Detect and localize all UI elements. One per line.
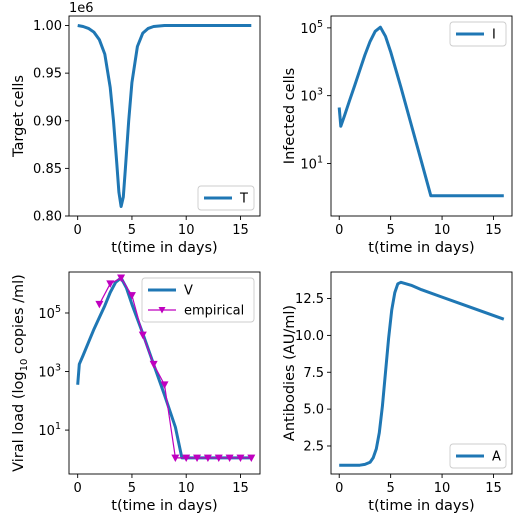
y-tick-label: 7.5 xyxy=(303,366,324,381)
series-line-A xyxy=(339,280,505,467)
legend: I xyxy=(449,21,507,47)
series-line-I xyxy=(337,25,504,198)
data-point-empirical xyxy=(149,360,158,369)
x-tick-label: 10 xyxy=(178,481,195,496)
data-point-empirical xyxy=(225,454,234,463)
data-point-empirical xyxy=(117,274,126,282)
y-tick-label: 5.0 xyxy=(303,403,324,418)
data-point-empirical xyxy=(193,454,202,463)
x-tick-label: 5 xyxy=(128,481,136,496)
y-axis-label: Target cells xyxy=(11,75,27,158)
y-tick-label: 101 xyxy=(38,421,61,439)
axes-frame xyxy=(68,271,261,475)
x-tick-label: 0 xyxy=(74,223,82,238)
y-tick-label: 0.95 xyxy=(33,67,62,82)
data-point-empirical xyxy=(182,454,191,463)
panel-viral: 0 5 10 15 101 103 105 t(time in days) Viral load… xyxy=(11,271,261,514)
legend: A xyxy=(449,443,507,469)
y-tick-label: 101 xyxy=(300,154,323,172)
data-point-empirical xyxy=(203,454,212,463)
y-tick-label: 103 xyxy=(38,363,61,381)
data-point-empirical xyxy=(171,454,180,463)
x-tick-label: 15 xyxy=(232,223,249,238)
series-line-T xyxy=(77,24,252,208)
x-axis-label: t(time in days) xyxy=(368,498,474,514)
axes-frame xyxy=(330,15,513,217)
data-point-empirical xyxy=(236,454,245,463)
offset-text: 1e6 xyxy=(69,1,94,16)
y-tick-label: 12.5 xyxy=(295,292,324,307)
x-tick-label: 5 xyxy=(387,223,395,238)
x-tick-label: 15 xyxy=(232,481,249,496)
data-point-empirical xyxy=(138,331,147,340)
x-tick-label: 0 xyxy=(335,481,343,496)
x-tick-label: 10 xyxy=(434,223,451,238)
y-axis-label: Infected cells xyxy=(282,68,298,164)
x-tick-label: 5 xyxy=(387,481,395,496)
data-point-empirical xyxy=(127,292,136,300)
y-tick-label: 0.90 xyxy=(33,114,62,129)
legend-marker-empirical xyxy=(158,307,166,314)
data-point-empirical xyxy=(106,280,115,288)
x-axis-label: t(time in days) xyxy=(368,240,474,256)
legend-label: A xyxy=(492,450,501,465)
data-point-empirical xyxy=(214,454,223,463)
legend-label: empirical xyxy=(184,304,244,319)
x-tick-label: 5 xyxy=(128,223,136,238)
y-tick-label: 1.00 xyxy=(33,19,62,34)
panel-antibodies: 0 5 10 15 2.5 5.0 7.5 10.0 12.5 t(time in days) An… xyxy=(282,271,513,514)
x-tick-label: 10 xyxy=(178,223,195,238)
x-tick-label: 0 xyxy=(335,223,343,238)
y-tick-label: 105 xyxy=(38,304,61,322)
y-tick-label: 0.80 xyxy=(33,210,62,225)
axes-frame xyxy=(68,15,261,217)
panel-infected: 0 5 10 15 101 103 105 t(time in days) Infected c… xyxy=(282,15,513,256)
data-point-empirical xyxy=(160,381,169,389)
axes-frame xyxy=(330,271,513,475)
y-tick-label: 2.5 xyxy=(303,439,324,454)
data-point-empirical xyxy=(95,300,104,309)
y-tick-label: 0.85 xyxy=(33,162,62,177)
legend: T xyxy=(197,185,255,211)
panel-target: 0 5 10 15 0.80 0.85 0.90 0.95 1.00 1e6 t(time in d… xyxy=(11,1,261,256)
legend-label: V xyxy=(184,284,193,299)
y-axis-label: Viral load (log10 copies /ml) xyxy=(11,274,30,472)
x-tick-label: 0 xyxy=(74,481,82,496)
y-axis-label: Antibodies (AU/ml) xyxy=(282,305,298,441)
x-axis-label: t(time in days) xyxy=(111,498,217,514)
data-point-empirical xyxy=(247,454,256,463)
x-tick-label: 10 xyxy=(434,481,451,496)
x-axis-label: t(time in days) xyxy=(111,240,217,256)
legend-label: T xyxy=(239,192,248,207)
y-tick-label: 10.0 xyxy=(295,329,324,344)
y-tick-label: 105 xyxy=(300,19,323,37)
y-tick-label: 103 xyxy=(300,87,323,105)
x-tick-label: 15 xyxy=(485,223,502,238)
x-tick-label: 15 xyxy=(485,481,502,496)
legend-label: I xyxy=(492,28,496,43)
